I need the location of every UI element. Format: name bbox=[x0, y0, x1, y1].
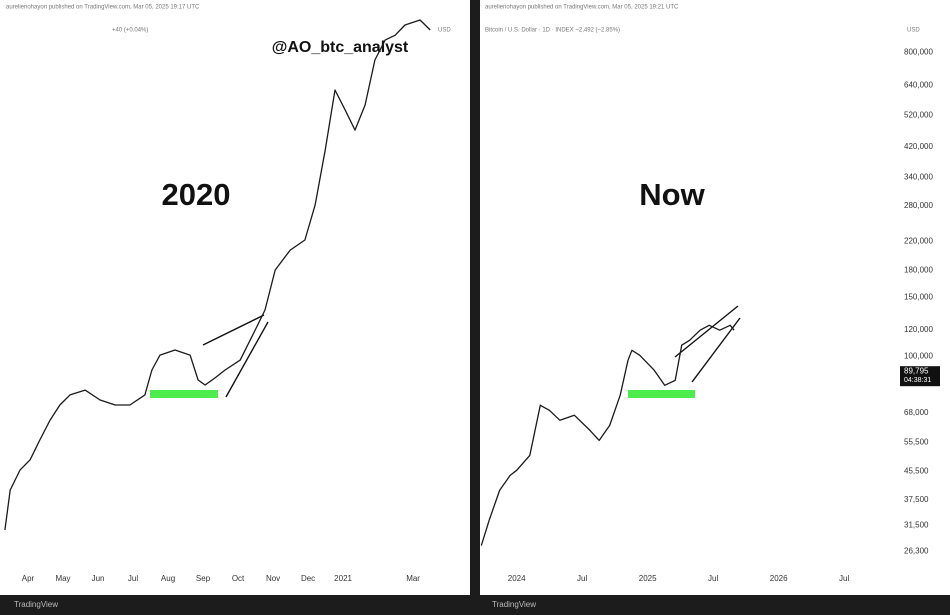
y-tick-label: 180,000 bbox=[904, 266, 933, 275]
currency: USD bbox=[907, 28, 920, 34]
trend-line bbox=[674, 305, 739, 358]
x-tick-label: Jul bbox=[128, 574, 138, 583]
y-tick-label: 26,300 bbox=[904, 547, 929, 556]
x-tick-label: Jun bbox=[92, 574, 105, 583]
trend-line bbox=[691, 317, 741, 383]
x-tick-label: 2026 bbox=[770, 574, 788, 583]
y-tick-label: 520,000 bbox=[904, 111, 933, 120]
price-line bbox=[480, 324, 735, 546]
chart-title: Now bbox=[639, 177, 705, 212]
footer: TradingView bbox=[492, 600, 536, 609]
footer: TradingView bbox=[14, 600, 58, 609]
quote: Bitcoin / U.S. Dollar · 1D · INDEX −2,49… bbox=[485, 28, 620, 34]
x-tick-label: Aug bbox=[161, 574, 175, 583]
price-line bbox=[4, 19, 431, 531]
x-tick-label: Dec bbox=[301, 574, 315, 583]
x-tick-label: Mar bbox=[406, 574, 420, 583]
x-tick-label: May bbox=[55, 574, 70, 583]
y-tick-label: 150,000 bbox=[904, 292, 933, 301]
x-tick-label: Jul bbox=[708, 574, 718, 583]
y-tick-label: 340,000 bbox=[904, 173, 933, 182]
y-tick-label: 100,000 bbox=[904, 352, 933, 361]
support-zone bbox=[150, 390, 218, 398]
y-tick-label: 120,000 bbox=[904, 325, 933, 334]
header: aurelienohayon published on TradingView.… bbox=[485, 5, 679, 11]
x-tick-label: Sep bbox=[196, 574, 211, 583]
x-tick-label: 2025 bbox=[639, 574, 657, 583]
chart-title: 2020 bbox=[162, 177, 231, 212]
left-panel bbox=[0, 0, 470, 595]
x-tick-label: Jul bbox=[577, 574, 587, 583]
y-tick-label: 800,000 bbox=[904, 48, 933, 57]
x-tick-label: 2024 bbox=[508, 574, 526, 583]
y-tick-label: 640,000 bbox=[904, 80, 933, 89]
watermark: @AO_btc_analyst bbox=[272, 39, 409, 56]
currency: USD bbox=[438, 28, 451, 34]
y-tick-label: 420,000 bbox=[904, 142, 933, 151]
y-tick-label: 37,500 bbox=[904, 495, 929, 504]
y-tick-label: 45,500 bbox=[904, 467, 929, 476]
price-tag bbox=[900, 366, 940, 387]
x-tick-label: 2021 bbox=[334, 574, 352, 583]
y-tick-label: 280,000 bbox=[904, 201, 933, 210]
y-tick-label: 55,500 bbox=[904, 438, 929, 447]
right-panel bbox=[480, 0, 950, 595]
trend-line bbox=[202, 314, 265, 346]
countdown: 04:38:31 bbox=[904, 377, 931, 384]
header: aurelienohayon published on TradingView.… bbox=[6, 5, 200, 11]
trend-line bbox=[225, 321, 269, 398]
x-tick-label: Nov bbox=[266, 574, 280, 583]
y-tick-label: 220,000 bbox=[904, 236, 933, 245]
y-tick-label: 68,000 bbox=[904, 408, 929, 417]
quote: +40 (+0.04%) bbox=[112, 28, 148, 34]
y-tick-label: 31,500 bbox=[904, 520, 929, 529]
x-tick-label: Jul bbox=[839, 574, 849, 583]
price-tag-label: 89,795 bbox=[904, 366, 929, 375]
x-tick-label: Oct bbox=[232, 574, 245, 583]
support-zone bbox=[628, 390, 695, 398]
x-tick-label: Apr bbox=[22, 574, 35, 583]
